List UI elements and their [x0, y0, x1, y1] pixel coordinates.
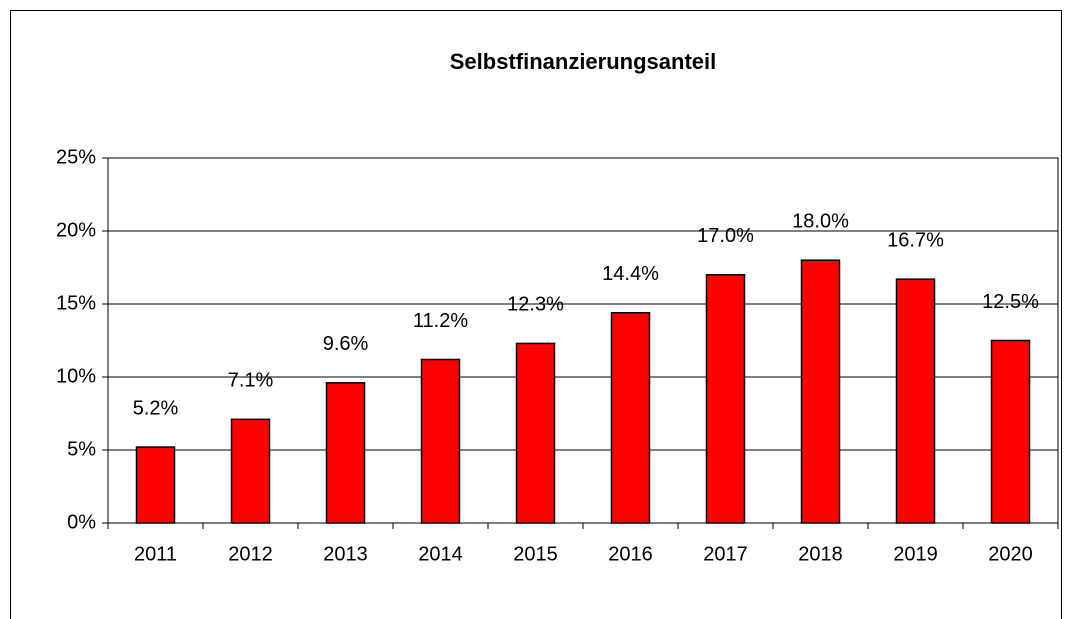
data-label: 18.0% [792, 210, 849, 232]
bar [515, 342, 556, 524]
data-label: 5.2% [133, 397, 179, 419]
y-tick-label: 10% [56, 365, 96, 387]
data-label: 12.3% [507, 294, 564, 316]
bar [800, 259, 841, 524]
x-tick-label: 2013 [323, 543, 368, 565]
bar [325, 382, 366, 524]
bar [895, 278, 936, 524]
data-label: 11.2% [413, 310, 468, 332]
x-tick-label: 2014 [418, 543, 463, 565]
y-tick-label: 15% [56, 292, 96, 314]
y-tick-label: 5% [67, 438, 96, 460]
x-tick-label: 2020 [988, 543, 1033, 565]
chart-frame [10, 10, 1062, 619]
data-label: 16.7% [887, 229, 944, 251]
x-tick-label: 2017 [703, 543, 748, 565]
x-tick-label: 2019 [893, 543, 938, 565]
chart-title: Selbstfinanzierungsanteil [450, 49, 717, 74]
data-label: 14.4% [602, 263, 659, 285]
data-label: 17.0% [697, 225, 754, 247]
bar [135, 446, 176, 524]
bar [420, 358, 461, 524]
x-tick-label: 2015 [513, 543, 558, 565]
x-tick-label: 2011 [134, 543, 177, 565]
y-tick-label: 25% [56, 146, 96, 168]
data-label: 12.5% [982, 291, 1039, 313]
x-tick-label: 2016 [608, 543, 653, 565]
bar [705, 274, 746, 524]
bar [230, 418, 271, 524]
x-tick-label: 2018 [798, 543, 843, 565]
bar [610, 312, 651, 524]
bar [990, 339, 1031, 524]
data-label: 9.6% [323, 333, 369, 355]
y-tick-label: 20% [56, 219, 96, 241]
y-tick-label: 0% [67, 511, 96, 533]
x-tick-label: 2012 [228, 543, 273, 565]
data-label: 7.1% [228, 370, 274, 392]
